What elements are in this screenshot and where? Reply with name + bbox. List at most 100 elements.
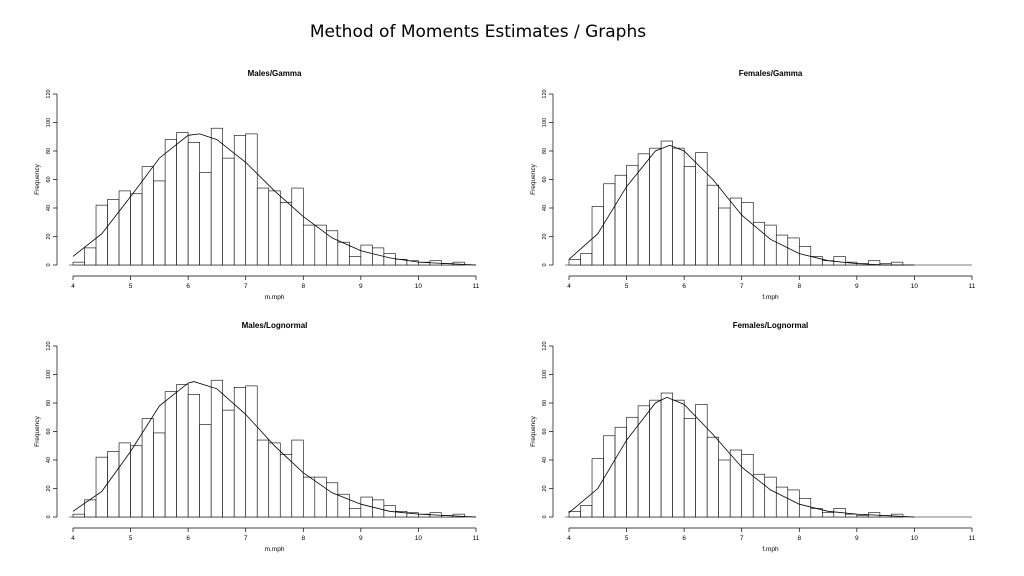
histogram-bar — [210, 127, 223, 266]
x-tick-label: 5 — [129, 535, 133, 542]
x-tick-label: 8 — [797, 535, 801, 542]
y-tick-label: 40 — [542, 457, 548, 463]
y-tick-label: 100 — [542, 118, 548, 127]
x-axis-label-2: f.mph — [762, 294, 779, 301]
histogram-bar — [84, 247, 97, 266]
histogram-bar — [614, 426, 627, 518]
density-curve — [72, 381, 477, 518]
x-tick-label: 9 — [359, 535, 363, 542]
histogram-bar — [360, 244, 373, 266]
y-tick-label: 100 — [46, 118, 52, 127]
histogram-bar — [326, 482, 339, 518]
y-axis-label-1: Frequency — [34, 163, 41, 194]
histogram-bar — [72, 513, 85, 518]
y-tick-label: 40 — [46, 457, 52, 463]
histogram-bar — [245, 133, 258, 266]
x-tick-label: 5 — [625, 535, 629, 542]
x-axis-label-3: m.mph — [265, 546, 285, 553]
histogram-bar — [187, 394, 200, 518]
histogram-bar — [833, 256, 846, 266]
x-tick-label: 8 — [301, 535, 305, 542]
histogram-bar — [383, 253, 396, 266]
x-tick-label: 8 — [301, 283, 305, 290]
histogram-bar — [326, 230, 339, 266]
x-tick-label: 4 — [567, 283, 571, 290]
histogram-bar — [672, 399, 685, 518]
histogram-bar — [314, 476, 327, 518]
histogram-bar — [660, 392, 673, 518]
y-tick-label: 0 — [46, 263, 52, 266]
histogram-bar — [107, 451, 120, 518]
histogram-bar — [787, 237, 800, 266]
histogram-bar — [764, 476, 777, 518]
histogram-bar — [614, 174, 627, 266]
y-tick-label: 80 — [542, 400, 548, 406]
histogram-bar — [176, 132, 189, 266]
histogram-bar — [176, 384, 189, 518]
histogram-bar — [764, 224, 777, 266]
histogram-bar — [649, 399, 662, 518]
density-curve — [568, 396, 915, 518]
y-axis-label-4: Frequency — [530, 415, 537, 446]
y-tick-label: 60 — [46, 428, 52, 434]
x-tick-label: 10 — [911, 535, 919, 542]
histogram-bar — [256, 187, 270, 266]
histogram-bar — [141, 418, 154, 518]
histogram-bar — [199, 172, 212, 266]
histogram-bar — [603, 183, 616, 266]
histogram-bar — [580, 505, 593, 518]
x-tick-label: 10 — [415, 283, 423, 290]
histogram-bar — [822, 512, 835, 518]
y-tick-label: 20 — [542, 233, 548, 239]
histogram-bar — [95, 204, 108, 266]
histogram-bar — [337, 493, 350, 518]
y-axis-label-2: Frequency — [530, 163, 537, 194]
histogram-bar — [706, 184, 719, 266]
histogram-bar — [164, 139, 177, 266]
y-tick-label: 120 — [46, 89, 52, 98]
page-title: Method of Moments Estimates / Graphs — [309, 22, 647, 42]
y-tick-label: 60 — [542, 176, 548, 182]
histogram-bar — [752, 221, 766, 266]
histogram-bar — [107, 199, 120, 266]
y-tick-label: 20 — [542, 485, 548, 491]
histogram-bar — [741, 453, 754, 518]
y-tick-label: 0 — [542, 515, 548, 518]
y-tick-label: 100 — [542, 370, 548, 379]
x-axis-label-4: f.mph — [762, 546, 779, 553]
histogram-bar — [199, 424, 212, 518]
x-tick-label: 4 — [71, 283, 75, 290]
histogram-bar — [210, 379, 223, 518]
histogram-bar — [118, 190, 131, 266]
histogram-bar — [718, 207, 731, 266]
y-tick-label: 40 — [542, 205, 548, 211]
x-tick-label: 9 — [855, 535, 859, 542]
histogram-bar — [741, 202, 754, 266]
histogram-bar — [130, 193, 143, 266]
x-tick-label: 9 — [855, 283, 859, 290]
histogram-bar — [591, 206, 604, 266]
y-tick-label: 20 — [46, 233, 52, 239]
histogram-bar — [279, 453, 293, 518]
histogram-bar — [187, 142, 200, 266]
x-tick-label: 11 — [969, 535, 976, 542]
histogram-bar — [72, 261, 85, 266]
histogram-bar — [337, 241, 350, 266]
histogram-bar — [95, 456, 108, 518]
histogram-bar — [775, 486, 789, 518]
x-tick-label: 7 — [740, 283, 744, 290]
histogram-bar — [222, 157, 235, 266]
histogram-bar — [360, 496, 373, 518]
y-tick-label: 120 — [542, 341, 548, 350]
histogram-bar — [268, 190, 281, 266]
x-tick-label: 5 — [625, 283, 629, 290]
chart-title-1: Males/Gamma — [248, 69, 302, 78]
histogram-bar — [568, 510, 581, 518]
histogram-bar — [718, 459, 731, 518]
y-tick-label: 40 — [46, 205, 52, 211]
histogram-bar — [279, 202, 293, 266]
histogram-bar — [683, 418, 696, 518]
histogram-bar — [302, 224, 316, 266]
histogram-bar — [798, 498, 812, 518]
histogram-bar — [891, 261, 904, 266]
